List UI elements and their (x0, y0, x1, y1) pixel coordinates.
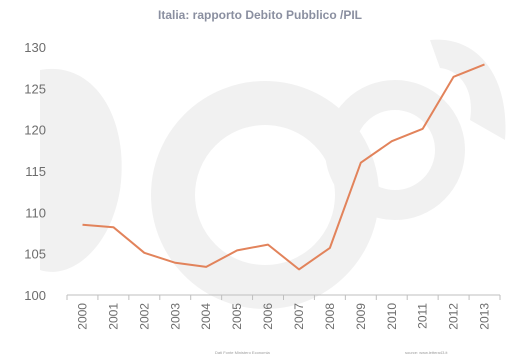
y-tick-label: 100 (24, 288, 46, 303)
footnote-source-left: Dati Fonte Ministero Economia (215, 350, 270, 355)
x-tick-label: 2003 (168, 303, 182, 330)
y-tick-label: 105 (24, 247, 46, 262)
x-tick-label: 2000 (75, 303, 89, 330)
x-tick-label: 2008 (323, 303, 337, 330)
footnote-source-right: source: www.lettera43.it (405, 350, 448, 355)
x-tick-label: 2006 (261, 303, 275, 330)
x-tick-label: 2013 (478, 303, 492, 330)
x-tick-label: 2011 (416, 303, 430, 329)
y-tick-label: 130 (24, 40, 46, 55)
x-tick-label: 2005 (230, 303, 244, 330)
x-tick-label: 2009 (354, 303, 368, 330)
y-tick-label: 120 (24, 123, 46, 138)
y-tick-label: 115 (25, 164, 46, 179)
x-tick-label: 2012 (447, 303, 461, 330)
x-tick-label: 2010 (385, 303, 399, 330)
y-tick-label: 125 (24, 81, 46, 96)
x-tick-label: 2001 (106, 303, 120, 330)
x-tick-label: 2004 (199, 303, 213, 330)
watermark-logo (40, 40, 506, 287)
x-tick-label: 2007 (292, 303, 306, 330)
x-tick-label: 2002 (137, 303, 151, 330)
y-tick-label: 110 (25, 205, 46, 220)
watermark-shape-left (40, 69, 122, 272)
